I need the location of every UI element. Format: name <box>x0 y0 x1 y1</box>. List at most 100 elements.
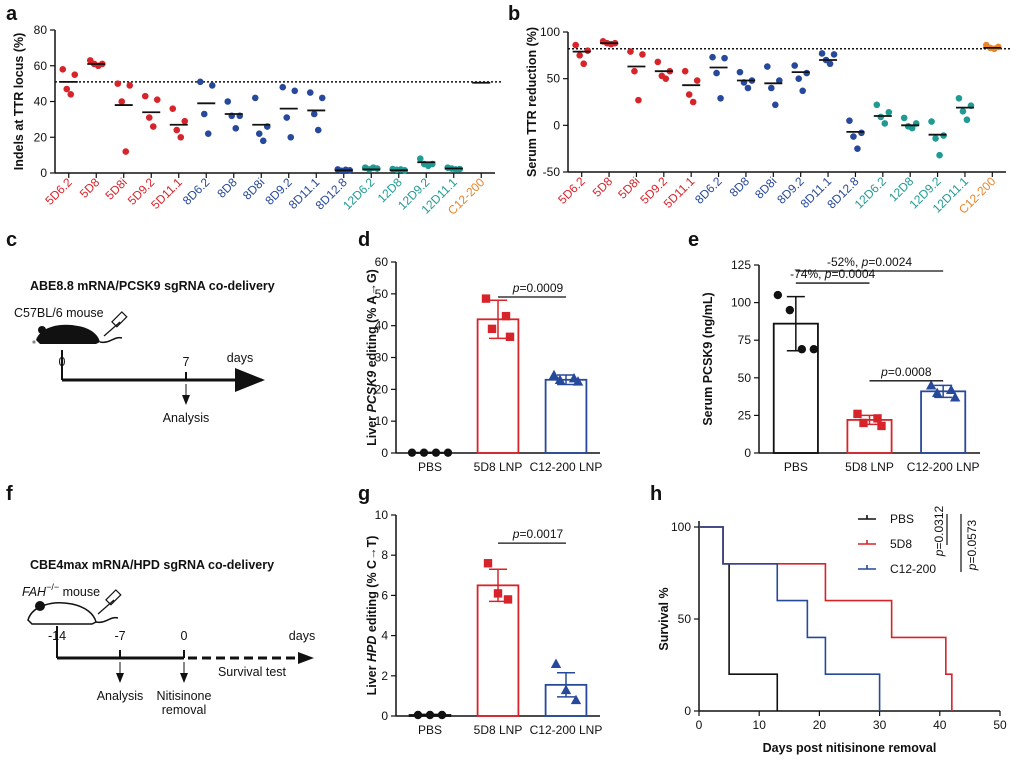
data-point <box>196 78 204 86</box>
data-point <box>858 129 865 137</box>
timeline-f-unit: days <box>289 629 315 643</box>
y-tick-label: 50 <box>738 371 752 385</box>
data-point <box>501 311 511 321</box>
data-point <box>803 69 810 77</box>
data-point <box>854 145 861 152</box>
y-tick-label: 80 <box>34 23 48 37</box>
y-tick-label: 50 <box>375 287 389 301</box>
data-point <box>550 658 562 668</box>
data-point <box>306 89 314 96</box>
data-point <box>709 53 716 61</box>
data-point <box>554 374 566 384</box>
y-tick-label: 8 <box>381 548 388 562</box>
data-point <box>314 126 322 134</box>
x-tick-label: 5D8 LNP <box>474 723 523 737</box>
data-point <box>416 155 424 162</box>
data-point <box>928 118 935 125</box>
x-tick-label: 20 <box>813 718 827 732</box>
x-tick-label: 5D6.2 <box>42 175 75 208</box>
y-axis-title: Liver PCSK9 editing (% A→G) <box>365 269 379 446</box>
data-point <box>173 126 181 134</box>
x-tick-label: 50 <box>993 718 1007 732</box>
x-tick-label: PBS <box>418 723 442 737</box>
chart-g: 0 2 4 6 8 10 Liver HPD editing (% C→T) PBS 5D8 L… <box>365 508 602 737</box>
y-axis-title: Survival % <box>657 587 671 650</box>
panel-label-a: a <box>6 3 18 25</box>
data-point <box>877 113 885 121</box>
x-tick-label: 12D6.2 <box>852 174 889 211</box>
data-point <box>607 40 615 48</box>
data-point <box>126 82 134 89</box>
y-tick-label: 125 <box>731 258 751 272</box>
timeline-f-event-1: Analysis <box>97 689 144 703</box>
chart-h: 0 50 100 0 10 20 30 40 50 Days post nitisinone re… <box>657 505 1007 755</box>
panel-label-g: g <box>358 483 370 505</box>
data-point <box>493 589 503 598</box>
p-value-label: p=0.0008 <box>880 365 932 379</box>
y-tick-label: 60 <box>375 255 389 269</box>
timeline-f-event-2-line2: removal <box>162 703 206 717</box>
timeline-c-unit: days <box>227 351 253 365</box>
data-point <box>959 108 967 115</box>
data-point <box>809 345 819 354</box>
timeline-f-t1: -7 <box>114 629 125 643</box>
timeline-c-t1: 7 <box>183 355 190 369</box>
panel-label-b: b <box>508 3 520 25</box>
data-point <box>850 133 857 140</box>
x-tick-label: 8D8 <box>727 174 753 200</box>
y-tick-label: 30 <box>375 351 389 365</box>
data-point <box>627 48 634 55</box>
data-point <box>940 132 947 139</box>
data-point <box>639 51 646 58</box>
schematic-c-mouse-label: C57BL/6 mouse <box>14 306 104 320</box>
data-point <box>310 110 318 118</box>
data-point <box>570 694 582 705</box>
data-point <box>662 75 670 82</box>
data-point <box>431 448 441 457</box>
schematic-f: CBE4max mRNA/HPD sgRNA co-delivery FAH−/… <box>22 558 315 717</box>
p-value-label: p=0.0009 <box>512 281 564 295</box>
y-tick-label: 100 <box>731 296 751 310</box>
y-tick-label: 0 <box>684 704 691 718</box>
y-axis-title: Serum TTR reduction (%) <box>525 27 539 177</box>
x-tick-label: 12D6.2 <box>340 175 377 212</box>
y-tick-label: 0 <box>744 446 751 460</box>
data-point <box>318 94 326 102</box>
data-point <box>681 67 689 75</box>
p-value-label: -52%, p=0.0024 <box>827 255 912 269</box>
data-point <box>991 45 998 53</box>
chart-e: 0 25 50 75 100 125 Serum PCSK9 (ng/mL) PBS 5D8 L… <box>701 255 980 474</box>
x-tick-label: PBS <box>418 460 442 474</box>
data-point <box>881 120 889 127</box>
timeline-f-t0: -14 <box>48 629 66 643</box>
data-point <box>949 392 961 402</box>
timeline-f-event-2-line1: Nitisinone <box>157 689 212 703</box>
schematic-c: ABE8.8 mRNA/PCSK9 sgRNA co-delivery C57B… <box>14 279 275 425</box>
data-point <box>114 80 122 87</box>
data-point <box>654 58 662 66</box>
y-tick-label: 2 <box>381 669 388 683</box>
y-tick-label: 6 <box>381 588 388 602</box>
data-point <box>279 83 287 91</box>
data-point <box>932 135 939 142</box>
data-point <box>204 130 212 137</box>
y-tick-label: 0 <box>553 118 560 132</box>
data-point <box>635 96 642 104</box>
panel-label-h: h <box>650 483 662 505</box>
data-point <box>413 710 423 720</box>
bar <box>544 378 588 454</box>
y-tick-label: 10 <box>375 414 389 428</box>
panel-label-f: f <box>6 483 13 505</box>
x-tick-label: PBS <box>784 460 808 474</box>
x-tick-label: 5D6.2 <box>555 174 588 207</box>
data-point <box>208 82 216 89</box>
data-point <box>443 448 453 457</box>
data-point <box>419 448 429 457</box>
data-point <box>576 52 583 59</box>
data-point <box>181 117 189 125</box>
data-point <box>224 98 232 105</box>
x-tick-label: C12-200 LNP <box>530 460 603 474</box>
p-value-label: -74%, p=0.0004 <box>790 267 875 281</box>
x-tick-label: 30 <box>873 718 887 732</box>
